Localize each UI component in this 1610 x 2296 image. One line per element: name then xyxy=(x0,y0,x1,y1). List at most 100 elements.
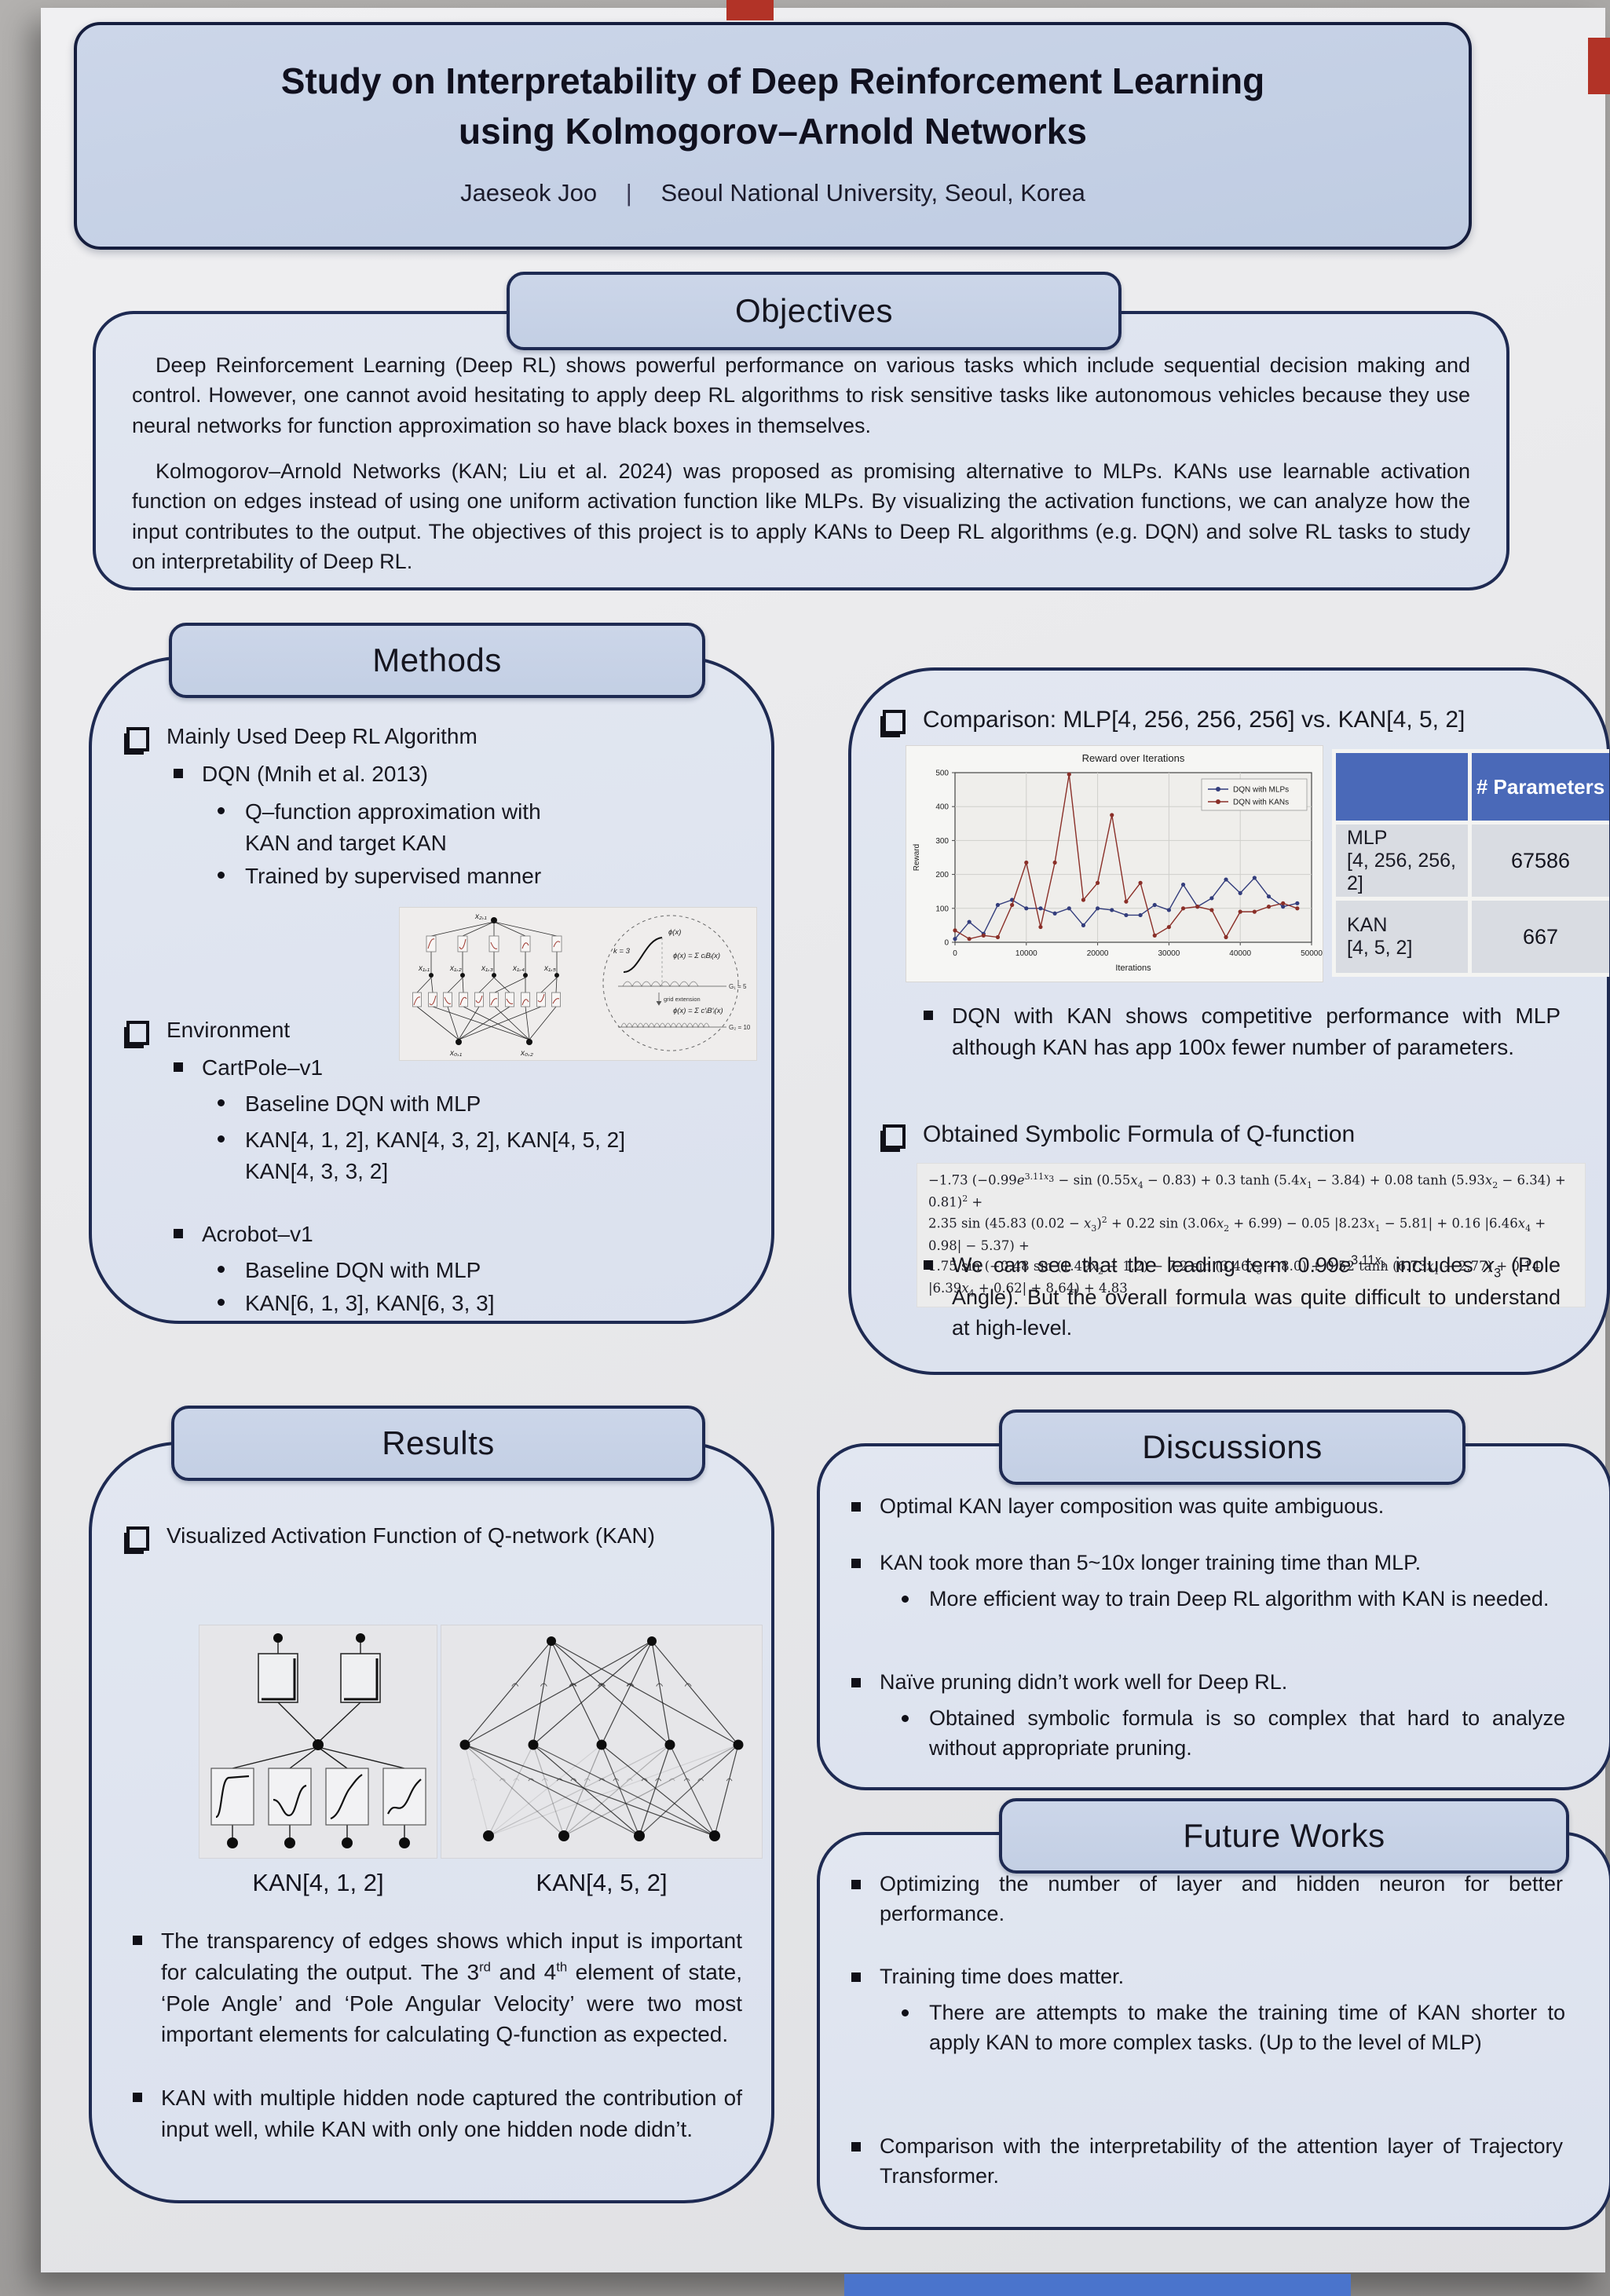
comparison-bullet-2: We can see that the leading term 0.99e3.… xyxy=(924,1250,1575,1343)
future-works-header-label: Future Works xyxy=(1183,1817,1385,1854)
svg-text:200: 200 xyxy=(935,871,949,879)
results-header: Results xyxy=(171,1406,705,1481)
fig-label-x11: x₁,₁ xyxy=(418,964,430,973)
methods-item-cartpole-label: CartPole–v1 xyxy=(202,1055,324,1080)
objectives-paragraph-2: Kolmogorov–Arnold Networks (KAN; Liu et … xyxy=(132,459,1470,573)
dot-bullet-icon xyxy=(218,872,225,879)
parameters-table: # Parameters MLP [4, 256, 256, 2] 67586 … xyxy=(1332,749,1609,977)
table-header-parameters: # Parameters xyxy=(1472,753,1609,821)
kan412-label: KAN[4, 1, 2] xyxy=(252,1869,384,1896)
methods-item-qfunc-label: Q–function approximation with KAN and ta… xyxy=(245,799,541,855)
comparison-title-row: Comparison: MLP[4, 256, 256, 256] vs. KA… xyxy=(883,704,1582,737)
affiliation: Seoul National University, Seoul, Korea xyxy=(660,179,1085,207)
methods-item-kans-acrobot-label: KAN[6, 1, 3], KAN[6, 3, 3] xyxy=(245,1291,495,1315)
svg-text:40000: 40000 xyxy=(1229,949,1251,958)
future-works-header: Future Works xyxy=(999,1798,1569,1874)
square-bullet-icon xyxy=(174,769,183,778)
kan-arch: [4, 5, 2] xyxy=(1347,937,1413,959)
fig-inset-eq1: ϕ(x) = Σ cᵢBᵢ(x) xyxy=(673,952,720,960)
svg-text:100: 100 xyxy=(935,905,949,913)
future-bullet-1-label: Optimizing the number of layer and hidde… xyxy=(880,1872,1563,1925)
results-item-title-label: Visualized Activation Function of Q-netw… xyxy=(166,1523,655,1548)
fig-label-x13: x₁,₃ xyxy=(481,964,493,973)
formula-title-label: Obtained Symbolic Formula of Q-function xyxy=(923,1121,1356,1147)
objectives-header: Objectives xyxy=(507,272,1122,350)
kan412-svg xyxy=(210,1633,426,1848)
fig-inset-g2: G₂ = 10 xyxy=(729,1024,751,1031)
discussions-bullet-3-sub: Obtained symbolic formula is so complex … xyxy=(902,1704,1593,1764)
fig-inset-g1: G₁ = 5 xyxy=(729,983,747,990)
svg-text:Iterations: Iterations xyxy=(1115,963,1151,973)
square-bullet-icon xyxy=(924,1011,933,1020)
results-bullet-2: KAN with multiple hidden node captured t… xyxy=(133,2082,753,2145)
discussions-bullet-1: Optimal KAN layer composition was quite … xyxy=(851,1492,1590,1522)
title-banner: Study on Interpretability of Deep Reinfo… xyxy=(74,22,1472,250)
fig-label-x21: x₂,₁ xyxy=(474,912,487,921)
methods-item-baseline2-label: Baseline DQN with MLP xyxy=(245,1258,481,1282)
formula-line-1: −1.73 (−0.99e3.11x3 − sin (0.55x4 − 0.83… xyxy=(928,1172,1566,1210)
fig-inset-gridext: grid extension xyxy=(664,996,701,1003)
checkbox-icon xyxy=(126,1526,149,1551)
discussions-bullet-2-sub: More efficient way to train Deep RL algo… xyxy=(902,1585,1593,1614)
results-item-title: Visualized Activation Function of Q-netw… xyxy=(126,1520,755,1552)
comparison-bullet-1: DQN with KAN shows competitive performan… xyxy=(924,1000,1575,1063)
discussions-bullet-2: KAN took more than 5~10x longer training… xyxy=(851,1548,1590,1578)
methods-item-acrobot: Acrobot–v1 xyxy=(174,1219,313,1250)
table-header-empty xyxy=(1336,753,1468,821)
dot-bullet-icon xyxy=(902,1596,909,1603)
kan452-label: KAN[4, 5, 2] xyxy=(536,1869,668,1896)
table-row-mlp-label: MLP [4, 256, 256, 2] xyxy=(1336,824,1468,897)
discussions-panel: Optimal KAN layer composition was quite … xyxy=(817,1443,1610,1790)
formula-line-3: 1.75 sin (−0.48 sin (1.49x2 − 1.2) − 7.2… xyxy=(928,1259,1541,1299)
objectives-header-label: Objectives xyxy=(734,292,894,329)
methods-item-baseline2: Baseline DQN with MLP xyxy=(218,1255,481,1286)
methods-item-dqn: DQN (Mnih et al. 2013) xyxy=(174,759,428,790)
methods-item-baseline1: Baseline DQN with MLP xyxy=(218,1088,481,1120)
square-bullet-icon xyxy=(851,1678,861,1687)
results-bullet-2-label: KAN with multiple hidden node captured t… xyxy=(161,2086,742,2141)
future-bullet-2: Training time does matter. xyxy=(851,1962,1590,1992)
methods-item-trained: Trained by supervised manner xyxy=(218,861,541,892)
red-tape-right xyxy=(1588,38,1610,94)
methods-item-algorithm: Mainly Used Deep RL Algorithm xyxy=(126,721,478,752)
discussions-bullet-3-label: Naïve pruning didn’t work well for Deep … xyxy=(880,1670,1288,1694)
kan452-diagram xyxy=(441,1625,762,1858)
dot-bullet-icon xyxy=(218,1099,225,1106)
objectives-panel: Deep Reinforcement Learning (Deep RL) sh… xyxy=(93,311,1509,590)
methods-header: Methods xyxy=(169,623,705,698)
svg-text:0: 0 xyxy=(953,949,957,958)
methods-item-acrobot-label: Acrobot–v1 xyxy=(202,1222,313,1246)
methods-item-trained-label: Trained by supervised manner xyxy=(245,864,542,888)
author-separator: | xyxy=(625,179,632,207)
methods-item-kans-acrobot: KAN[6, 1, 3], KAN[6, 3, 3] xyxy=(218,1288,495,1319)
square-bullet-icon xyxy=(924,1260,933,1270)
kan-architecture-figure: x₂,₁ x₁,₁ x₁,₂ x₁,₃ x₁,₄ x₁,₅ x₀,₁ x₀,₂ … xyxy=(400,908,756,1060)
methods-item-environment: Environment xyxy=(126,1015,290,1046)
results-panel: Visualized Activation Function of Q-netw… xyxy=(89,1442,774,2203)
results-bullet-1-label: The transparency of edges shows which in… xyxy=(161,1929,742,2047)
dot-bullet-icon xyxy=(218,1135,225,1143)
future-bullet-3: Comparison with the interpretability of … xyxy=(851,2132,1590,2192)
checkbox-icon xyxy=(126,727,149,751)
fig-inset-eq2: ϕ(x) = Σ c′ᵢB′ᵢ(x) xyxy=(673,1007,723,1015)
methods-header-label: Methods xyxy=(372,642,502,678)
fig-inset-circle xyxy=(602,915,739,1051)
svg-text:500: 500 xyxy=(935,770,949,778)
dot-bullet-icon xyxy=(902,2009,909,2016)
square-bullet-icon xyxy=(851,1880,861,1889)
dot-bullet-icon xyxy=(218,1299,225,1306)
kan452-svg xyxy=(459,1636,744,1841)
fig-inset-k: k = 3 xyxy=(613,947,631,956)
methods-panel: Mainly Used Deep RL Algorithm DQN (Mnih … xyxy=(89,656,774,1324)
future-bullet-2-sub: There are attempts to make the training … xyxy=(902,1998,1593,2058)
dot-bullet-icon xyxy=(902,1715,909,1722)
table-row-kan-params: 667 xyxy=(1472,901,1609,973)
dot-bullet-icon xyxy=(218,1266,225,1273)
mlp-params-value: 67586 xyxy=(1510,848,1571,872)
fig-label-x01: x₀,₁ xyxy=(449,1049,462,1058)
methods-item-dqn-label: DQN (Mnih et al. 2013) xyxy=(202,762,428,786)
author-name: Jaeseok Joo xyxy=(460,179,598,207)
methods-item-qfunc: Q–function approximation with KAN and ta… xyxy=(218,796,595,859)
methods-item-environment-label: Environment xyxy=(166,1018,291,1042)
svg-text:20000: 20000 xyxy=(1087,949,1109,958)
